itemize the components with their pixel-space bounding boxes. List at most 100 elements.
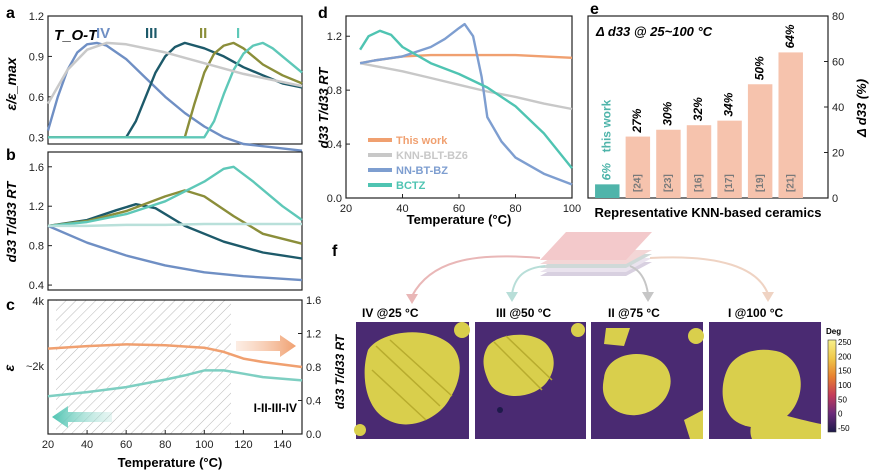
panel-a: T_O-T ε/ε_max 0.3 0.6 0.9 1.2 IV III II I — [3, 11, 303, 152]
tot-label: T_O-T — [54, 27, 99, 44]
panel-e-ytick-4: 80 — [832, 11, 844, 23]
panel-c-series-line-0 — [47, 343, 303, 369]
pfm-image-i — [709, 322, 821, 439]
panel-c-ytick-2: 0.8 — [306, 362, 321, 374]
panel-e-ytick-3: 60 — [832, 57, 844, 69]
bar-0 — [595, 184, 620, 198]
legend-label-2: NN-BT-BZ — [396, 165, 448, 177]
panel-e-ytick-0: 0 — [832, 193, 838, 205]
arrow-down-icon — [406, 294, 418, 304]
panel-label-a: a — [6, 5, 15, 22]
panel-c-xtick-0: 20 — [42, 439, 54, 451]
panel-d-ytick-0: 0.0 — [327, 193, 342, 205]
panel-d-xticks: 20 40 60 80 100 — [340, 194, 581, 215]
panel-b-ytick-3: 1.6 — [29, 162, 44, 174]
panel-a-series-line-2 — [48, 41, 303, 139]
bar-value-label-5: 50% — [752, 56, 766, 80]
panel-c-xtick-1: 40 — [81, 439, 93, 451]
panel-e-ytick-2: 40 — [832, 102, 844, 114]
panel-b-series-line-2 — [47, 189, 303, 245]
panel-b-yticks: 0.4 0.8 1.2 1.6 — [29, 162, 52, 292]
colorbar-tick-1: 200 — [838, 352, 852, 361]
colorbar-title: Deg — [826, 327, 841, 336]
panel-b-series-line-3 — [47, 165, 303, 228]
bar-4 — [717, 120, 742, 198]
panel-a-ytick-1: 0.6 — [29, 92, 44, 104]
panel-b-series-line-4 — [48, 222, 302, 228]
legend-label-3: BCTZ — [396, 180, 426, 192]
panel-b-lines — [47, 165, 303, 282]
panel-a-series-line-4 — [46, 41, 303, 105]
bar-category-label-3: [16] — [694, 174, 705, 192]
panel-c-ylabel-left: ε — [1, 364, 17, 371]
pfm-image-ii — [591, 322, 704, 439]
panel-c-xtick-4: 100 — [195, 439, 213, 451]
shaded-region — [56, 300, 231, 434]
panel-c-xticks: 20 40 60 80 100 120 140 — [42, 430, 292, 451]
series-label-ii: II — [199, 25, 207, 42]
panel-d-xtick-3: 80 — [509, 203, 521, 215]
bar-category-label-6: [21] — [785, 174, 796, 192]
colorbar-tick-0: 250 — [838, 338, 852, 347]
panel-a-ytick-3: 1.2 — [29, 11, 44, 23]
bar-3 — [686, 125, 712, 198]
colorbar-tick-6: -50 — [838, 424, 850, 433]
bar-category-label-0: this work — [599, 99, 613, 152]
panel-c: ε ~2k 4k 0.0 0.4 0.8 1.2 1.6 d33 T/d33 RT 20… — [1, 295, 347, 470]
panel-c-ytick-4k: 4k — [32, 296, 44, 308]
colorbar-tick-5: 0 — [838, 410, 843, 419]
panel-c-ytick-0: 0.0 — [306, 429, 321, 441]
colorbar-ticks: 250 200 150 100 50 0 -50 — [838, 338, 852, 433]
legend-label-0: This work — [396, 135, 448, 147]
panel-a-yticks: 0.3 0.6 0.9 1.2 — [29, 11, 52, 144]
panel-a-series-line-0 — [46, 41, 303, 152]
panel-e-bars: 6% this work [24] 27% [23] 30% [16] 32% [17] 34% [… — [595, 24, 803, 199]
arrow-left-icon — [52, 406, 112, 428]
image-label-iii: III @50 °C — [496, 306, 552, 320]
panel-d-series-line-2 — [359, 22, 573, 186]
panel-c-xtick-3: 80 — [159, 439, 171, 451]
panel-a-ylabel: ε/ε_max — [3, 56, 19, 110]
panel-d-xlabel: Temperature (°C) — [407, 212, 512, 227]
panel-d-xtick-2: 60 — [453, 203, 465, 215]
arrow-down-icon — [506, 292, 518, 302]
panel-e-yticks: 0 20 40 60 80 — [824, 11, 844, 205]
bar-1 — [625, 136, 651, 198]
panel-label-b: b — [6, 147, 16, 164]
bar-value-label-4: 34% — [722, 92, 736, 116]
panel-b-ytick-0: 0.4 — [29, 280, 44, 292]
panel-label-f: f — [332, 243, 338, 260]
panel-e-ytick-1: 20 — [832, 148, 844, 160]
watermark: 大数跨境 — [9, 455, 80, 470]
pfm-image-iii — [475, 322, 586, 439]
panel-e: Δ d33 @ 25~100 °C 0 20 40 60 80 Δ d33 (%) 6%… — [587, 11, 869, 220]
series-label-iii: III — [145, 25, 158, 42]
panel-d-xtick-0: 20 — [340, 203, 352, 215]
panel-d-ytick-1: 0.4 — [327, 139, 342, 151]
bar-value-label-6: 64% — [783, 24, 797, 48]
panel-e-xlabel: Representative KNN-based ceramics — [595, 205, 822, 220]
panel-b-series-line-0 — [47, 224, 303, 282]
bar-value-label-2: 30% — [661, 101, 675, 125]
panel-c-ytick-3: 1.2 — [306, 329, 321, 341]
bar-5 — [747, 84, 773, 198]
bar-value-label-1: 27% — [630, 108, 644, 133]
panel-b-ylabel: d33 T/d33 RT — [4, 181, 19, 263]
panel-f-stack — [406, 232, 774, 304]
bar-category-label-1: [24] — [632, 174, 643, 192]
arrow-down-icon — [762, 292, 774, 302]
panel-b-ytick-1: 0.8 — [29, 241, 44, 253]
colorbar-tick-3: 100 — [838, 381, 852, 390]
panel-b-series-line-1 — [47, 202, 303, 260]
panel-b: d33 T/d33 RT 0.4 0.8 1.2 1.6 — [4, 151, 303, 292]
bar-6 — [778, 52, 803, 199]
watermark-text: 大数跨境 — [28, 455, 80, 470]
colorbar: Deg 250 200 150 100 50 0 -50 — [826, 327, 852, 433]
panel-d-ytick-3: 1.2 — [327, 31, 342, 43]
panel-f-images: IV @25 °C III @50 °C II @75 °C I @100 °C — [354, 306, 852, 439]
panel-c-xtick-2: 60 — [120, 439, 132, 451]
image-label-i: I @100 °C — [728, 306, 784, 320]
image-label-iv: IV @25 °C — [362, 306, 419, 320]
panel-c-series-line-1 — [47, 369, 303, 398]
